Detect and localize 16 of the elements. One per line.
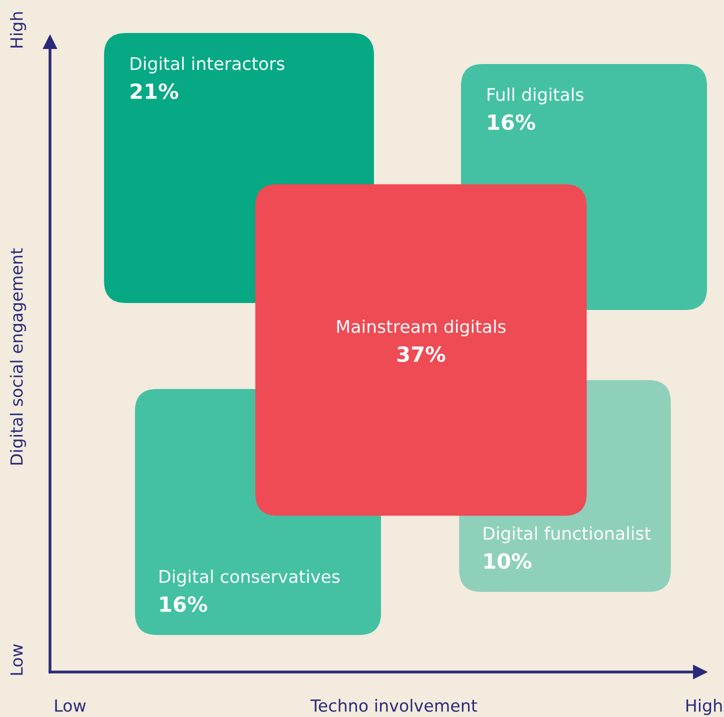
data-label: 16% [488, 114, 536, 130]
data-label: 10% [484, 553, 532, 569]
data-label: 16% [160, 596, 208, 612]
text: Techno involvement [310, 698, 478, 712]
text: Low [55, 699, 86, 712]
text: High [686, 698, 722, 716]
category-label: Digital functionalist [484, 526, 651, 544]
data-label: 37% [397, 346, 446, 362]
category-label: Digital conservatives [160, 570, 340, 586]
category-label: Mainstream digitals [337, 320, 506, 336]
text: Digital social engagement [10, 248, 26, 464]
text: High [10, 12, 26, 48]
text: Low [10, 644, 23, 675]
data-label: 21% [130, 83, 178, 100]
category-label: Full digitals [488, 88, 584, 104]
category-label: Digital interactors [130, 56, 284, 74]
